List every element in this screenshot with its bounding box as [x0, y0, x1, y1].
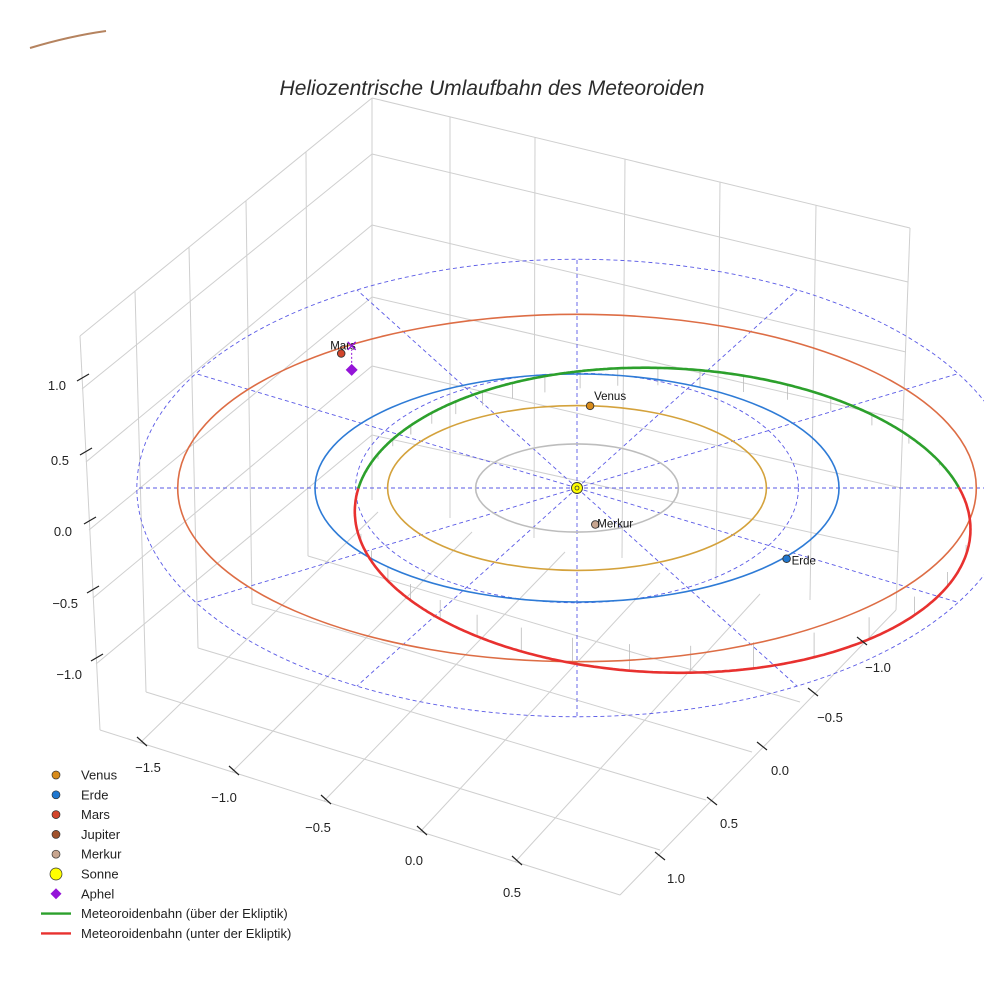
- legend-entry: Jupiter: [51, 827, 121, 842]
- legend-entry: Merkur: [51, 847, 122, 862]
- ecliptic-spoke: [195, 373, 578, 489]
- legend-entry: Mars: [51, 807, 110, 822]
- ecliptic-inner-ring: [355, 372, 799, 604]
- x-tick-label: 0.0: [405, 853, 423, 868]
- ecliptic-spoke: [356, 487, 578, 687]
- legend-dot-icon: [51, 830, 61, 839]
- body-merkur: [591, 520, 600, 529]
- legend-label: Mars: [81, 807, 110, 822]
- jupiter-orbit-fragment: [29, 30, 107, 49]
- orbit-venus: [386, 404, 768, 572]
- orbit-erde: [314, 373, 840, 603]
- z-axis: 1.0 0.5 0.0 −0.5 −1.0: [48, 373, 104, 682]
- z-tick-label: 1.0: [48, 378, 66, 393]
- orbit-mars: [176, 313, 978, 663]
- y-axis: 1.0 0.5 0.0 −0.5 −1.0: [654, 636, 891, 886]
- y-tick-label: −0.5: [817, 710, 843, 725]
- legend-label: Aphel: [81, 886, 114, 901]
- legend-label: Meteoroidenbahn (über der Ekliptik): [81, 906, 288, 921]
- z-tick-label: −1.0: [56, 667, 82, 682]
- ecliptic-spoke: [576, 487, 959, 603]
- legend-entry: Aphel: [50, 886, 114, 901]
- x-tick-label: −0.5: [305, 820, 331, 835]
- body-mars: [336, 349, 346, 358]
- ecliptic-spoke: [356, 289, 578, 489]
- sun-marker: [574, 485, 580, 491]
- legend-label: Merkur: [81, 847, 122, 862]
- legend-diamond-icon: [50, 888, 62, 900]
- body-sonne: [571, 482, 583, 494]
- legend-dot-icon: [51, 790, 61, 800]
- legend-dot-icon: [49, 867, 63, 881]
- ecliptic-spoke: [576, 373, 959, 489]
- y-tick-label: 0.5: [720, 816, 738, 831]
- axes-box: [79, 97, 911, 896]
- x-tick-label: −1.0: [211, 790, 237, 805]
- y-tick-label: 1.0: [667, 871, 685, 886]
- body-erde: [782, 554, 791, 563]
- legend-entry: Venus: [51, 768, 118, 783]
- legend-label: Venus: [81, 768, 118, 783]
- meteoroid-orbit: [353, 366, 972, 675]
- orbit-merkur: [474, 443, 680, 533]
- z-tick-label: 0.0: [54, 524, 72, 539]
- legend-dot-icon: [51, 810, 61, 819]
- aphel-cross-icon: [347, 341, 357, 351]
- legend-dot-icon: [51, 849, 61, 859]
- legend-dot-icon: [51, 770, 61, 780]
- legend-label: Sonne: [81, 867, 119, 882]
- x-tick-label: 0.5: [503, 885, 521, 900]
- planet-orbits: [176, 313, 978, 663]
- body-label-erde: Erde: [792, 556, 816, 568]
- legend-entry: Sonne: [49, 867, 119, 882]
- z-tick-label: −0.5: [52, 596, 78, 611]
- ecliptic-spoke: [576, 487, 798, 687]
- body-label-merkur: Merkur: [597, 519, 633, 531]
- x-axis: −1.5 −1.0 −0.5 0.0 0.5: [135, 736, 523, 900]
- z-tick-label: 0.5: [51, 453, 69, 468]
- legend-label: Jupiter: [81, 827, 121, 842]
- aphel-marker: [345, 363, 358, 376]
- y-tick-label: −1.0: [865, 660, 891, 675]
- legend: Venus Erde Mars Jupiter Merkur Sonne Aphel Mete…: [41, 768, 291, 941]
- meteoroid-orbit-below-ecliptic: [353, 486, 972, 675]
- meteoroid-orbit-above-ecliptic: [410, 366, 960, 488]
- legend-label: Erde: [81, 787, 108, 802]
- ecliptic-spoke: [576, 289, 798, 489]
- legend-entry: Meteoroidenbahn (über der Ekliptik): [41, 906, 288, 921]
- body-venus: [585, 401, 595, 411]
- legend-entry: Erde: [51, 787, 108, 802]
- legend-entry: Meteoroidenbahn (unter der Ekliptik): [41, 926, 291, 941]
- x-tick-label: −1.5: [135, 760, 161, 775]
- chart-title: Heliozentrische Umlaufbahn des Meteoroid…: [280, 77, 705, 100]
- body-label-venus: Venus: [594, 391, 626, 403]
- ecliptic-reference-grid: [136, 258, 984, 718]
- y-tick-label: 0.0: [771, 763, 789, 778]
- legend-label: Meteoroidenbahn (unter der Ekliptik): [81, 926, 291, 941]
- ecliptic-spoke: [195, 487, 578, 603]
- meteoroid-orbit-above-ecliptic: [357, 424, 412, 489]
